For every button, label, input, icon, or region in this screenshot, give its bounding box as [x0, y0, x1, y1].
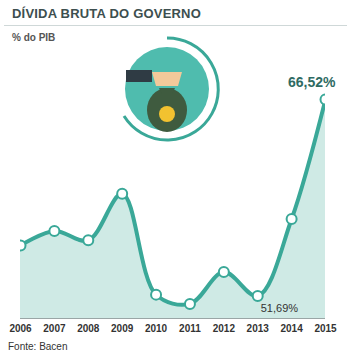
svg-text:2008: 2008	[77, 323, 100, 334]
svg-text:2010: 2010	[145, 323, 168, 334]
svg-text:2015: 2015	[314, 323, 337, 334]
svg-text:2009: 2009	[111, 323, 134, 334]
svg-text:66,52%: 66,52%	[288, 74, 336, 90]
svg-text:2014: 2014	[280, 323, 303, 334]
svg-text:2012: 2012	[213, 323, 236, 334]
html-text:% do PIB: % do PIB	[12, 32, 56, 43]
svg-text:2007: 2007	[43, 323, 66, 334]
html-text:DÍVIDA BRUTA DO GOVERNO: DÍVIDA BRUTA DO GOVERNO	[12, 6, 201, 21]
html-text:Fonte: Bacen: Fonte: Bacen	[8, 341, 68, 352]
svg-text:51,69%: 51,69%	[261, 302, 299, 314]
svg-text:2013: 2013	[247, 323, 270, 334]
svg-text:2006: 2006	[9, 323, 32, 334]
svg-text:2011: 2011	[179, 323, 201, 334]
